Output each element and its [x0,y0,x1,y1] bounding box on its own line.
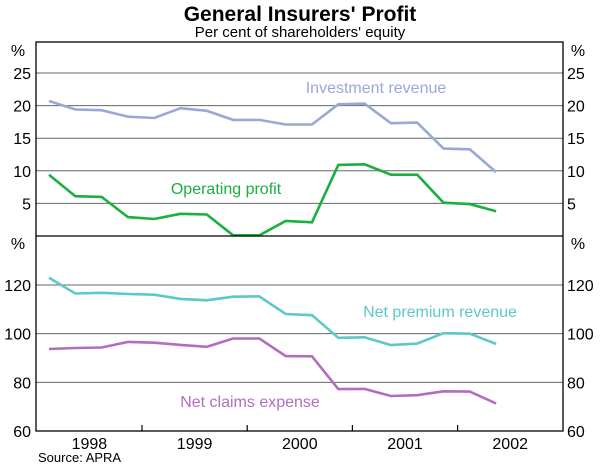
y-tick-label-right: 25 [567,66,585,83]
y-tick-label-left: 120 [4,278,31,295]
y-tick-label-right: 120 [567,278,594,295]
x-tick-label: 1999 [177,436,213,453]
x-tick-label: 2002 [492,436,528,453]
y-tick-label-left: 10 [13,164,31,181]
label-net-premium-revenue: Net premium revenue [363,304,517,321]
gridlines [36,72,563,383]
label-investment-revenue: Investment revenue [306,80,447,97]
series-line-net-premium-revenue [48,276,497,347]
label-operating-profit: Operating profit [171,181,282,198]
top-left-unit: % [11,43,25,60]
y-tick-label-left: 5 [22,196,31,213]
series-line-operating-profit [48,162,497,237]
y-tick-label-right: 100 [567,327,594,344]
x-tick-label: 2000 [282,436,318,453]
series-lines [48,99,497,405]
y-tick-label-right: 80 [567,375,585,392]
label-net-claims-expense: Net claims expense [180,394,320,411]
chart-subtitle: Per cent of shareholders' equity [195,24,406,41]
bottom-left-unit: % [11,236,25,253]
y-tick-label-left: 100 [4,327,31,344]
x-tick-label: 2001 [387,436,423,453]
y-tick-label-right: 60 [567,424,585,441]
chart-title: General Insurers' Profit [184,3,417,26]
y-tick-label-left: 25 [13,66,31,83]
series-line-investment-revenue [48,99,497,174]
series-line-net-claims-expense [48,337,497,405]
x-tick-label: 1998 [72,436,108,453]
top-right-unit: % [571,43,585,60]
y-tick-label-right: 5 [567,196,576,213]
y-tick-label-left: 60 [13,424,31,441]
bottom-right-unit: % [571,236,585,253]
y-tick-label-left: 15 [13,131,31,148]
y-tick-label-right: 15 [567,131,585,148]
y-tick-label-right: 10 [567,164,585,181]
source-note: Source: APRA [38,450,121,464]
y-tick-label-left: 80 [13,375,31,392]
axis-ticks: 5 5 10 10 15 15 20 20 25 25 60 60 80 80 100 100 120 120 19… [4,66,594,453]
y-tick-label-right: 20 [567,99,585,116]
y-tick-label-left: 20 [13,99,31,116]
